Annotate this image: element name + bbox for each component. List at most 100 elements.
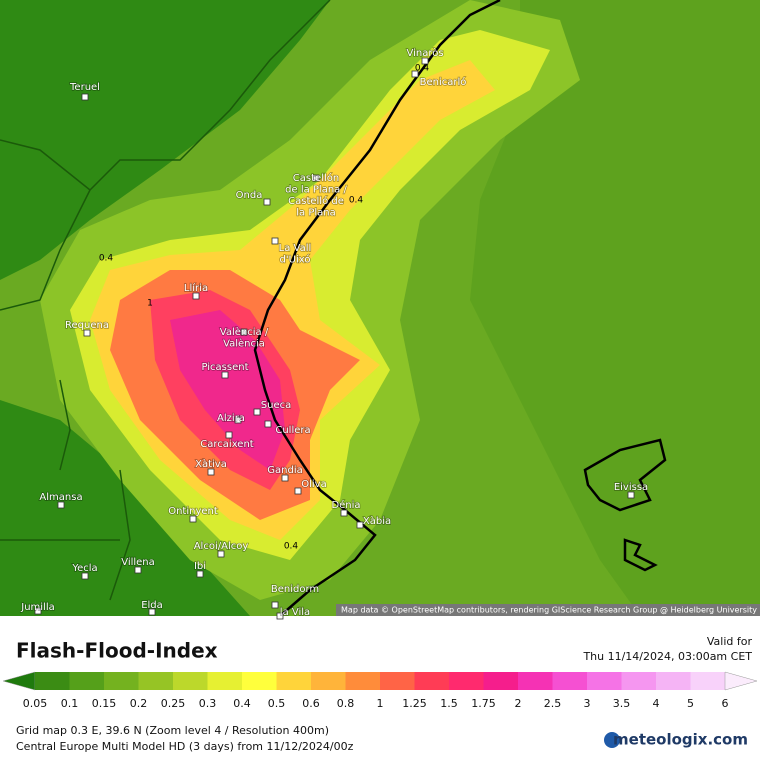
legend-title: Flash-Flood-Index [16,639,218,663]
colorbar-segment [380,672,415,690]
city-marker [263,198,271,206]
city-label: Teruel [69,82,100,93]
map: Map data © OpenStreetMap contributors, r… [0,0,760,620]
colorbar-segment [311,672,346,690]
city-label: Alcoi/Alcoy [194,541,249,552]
colorbar-arrow [2,671,36,691]
city-marker [340,509,348,517]
contour-label: 0.4 [349,196,364,206]
colorbar-segment [483,672,518,690]
city-label: la Vila [280,607,310,618]
city-marker [240,328,248,336]
city-label: Ibi [194,561,206,572]
city-marker [81,93,89,101]
colorbar-tick-label: 0.05 [23,697,48,710]
city-marker [207,468,215,476]
city-label: Yecla [71,563,97,574]
city-label: Alzira [217,413,245,424]
colorbar-tick-label: 3 [584,697,591,710]
colorbar-segment [35,672,70,690]
model-info: Central Europe Multi Model HD (3 days) f… [16,740,354,753]
city-marker [189,515,197,523]
city-label: Xàtiva [195,458,227,470]
valid-for: Valid for [707,635,753,648]
city-label: de la Plana / [285,185,347,196]
colorbar-segment [276,672,311,690]
colorbar-tick-label: 5 [687,697,694,710]
colorbar-tick-label: 2 [515,697,522,710]
city-marker [225,431,233,439]
colorbar-tick-label: 0.8 [337,697,355,710]
city-marker [234,416,242,424]
city-label: Dénia [331,499,360,511]
colorbar-tick-label: 4 [653,697,660,710]
city-marker [627,491,635,499]
colorbar-tick-label: 0.1 [61,697,79,710]
city-marker [271,601,279,609]
colorbar-segment [449,672,484,690]
coastline [253,0,501,617]
city-marker [253,408,261,416]
city-label: Sueca [261,400,291,411]
colorbar-tick-label: 6 [722,697,729,710]
colorbar-segment [414,672,449,690]
colorbar-tick-label: 1.25 [402,697,427,710]
city-label: València [223,338,265,350]
colorbar-segment [104,672,139,690]
city-marker [196,570,204,578]
colorbar-segment [207,672,242,690]
city-label: Castellón [293,172,339,184]
city-label: Llíria [184,282,208,294]
city-marker [81,572,89,580]
colorbar-tick-label: 2.5 [544,697,562,710]
city-label: Requena [65,320,109,331]
island-coastline [583,438,667,572]
contour-label: 1 [147,299,153,309]
city-label: Cullera [275,425,310,436]
city-label: la Plana [296,208,336,219]
city-label: València / [220,326,269,338]
city-marker [276,612,284,620]
city-label: La Vall [279,243,312,254]
city-label: Xàbia [363,515,391,527]
colorbar-segment [69,672,104,690]
city-marker [83,329,91,337]
city-marker [356,521,364,529]
colorbar-segment [518,672,553,690]
valid-time: Thu 11/14/2024, 03:00am CET [582,650,752,663]
sea-field [470,0,760,616]
city-label: Almansa [39,492,82,503]
colorbar-tick-label: 0.4 [233,697,251,710]
city-marker [271,237,279,245]
city-label: Vinaròs [406,47,443,59]
colorbar-tick-label: 3.5 [613,697,631,710]
colorbar-tick-label: 0.6 [302,697,320,710]
city-label: Gandia [267,465,302,476]
city-label: Benicarló [420,76,467,88]
city-label: Benidorm [271,584,319,595]
colorbar-tick-label: 0.2 [130,697,148,710]
colorbar-segment [173,672,208,690]
colorbar-segment [587,672,622,690]
colorbar-segment [621,672,656,690]
attribution-bg [336,604,760,616]
city-label: Jumilla [20,602,55,613]
contour-label: 0.4 [284,542,299,552]
colorbar-tick-label: 0.25 [161,697,186,710]
city-marker [134,566,142,574]
city-label: d'Uixó [280,254,311,266]
colorbar-arrow [724,671,758,691]
colorbar-segment [656,672,691,690]
colorbar-segment [242,672,277,690]
city-label: Oliva [301,479,326,490]
dark-land [0,0,330,280]
city-label: Onda [236,190,263,201]
colorbar-segment [138,672,173,690]
city-marker [217,550,225,558]
city-label: Carcaixent [200,439,254,450]
city-marker [421,57,429,65]
city-marker [312,174,320,182]
city-marker [148,608,156,616]
city-marker [264,420,272,428]
